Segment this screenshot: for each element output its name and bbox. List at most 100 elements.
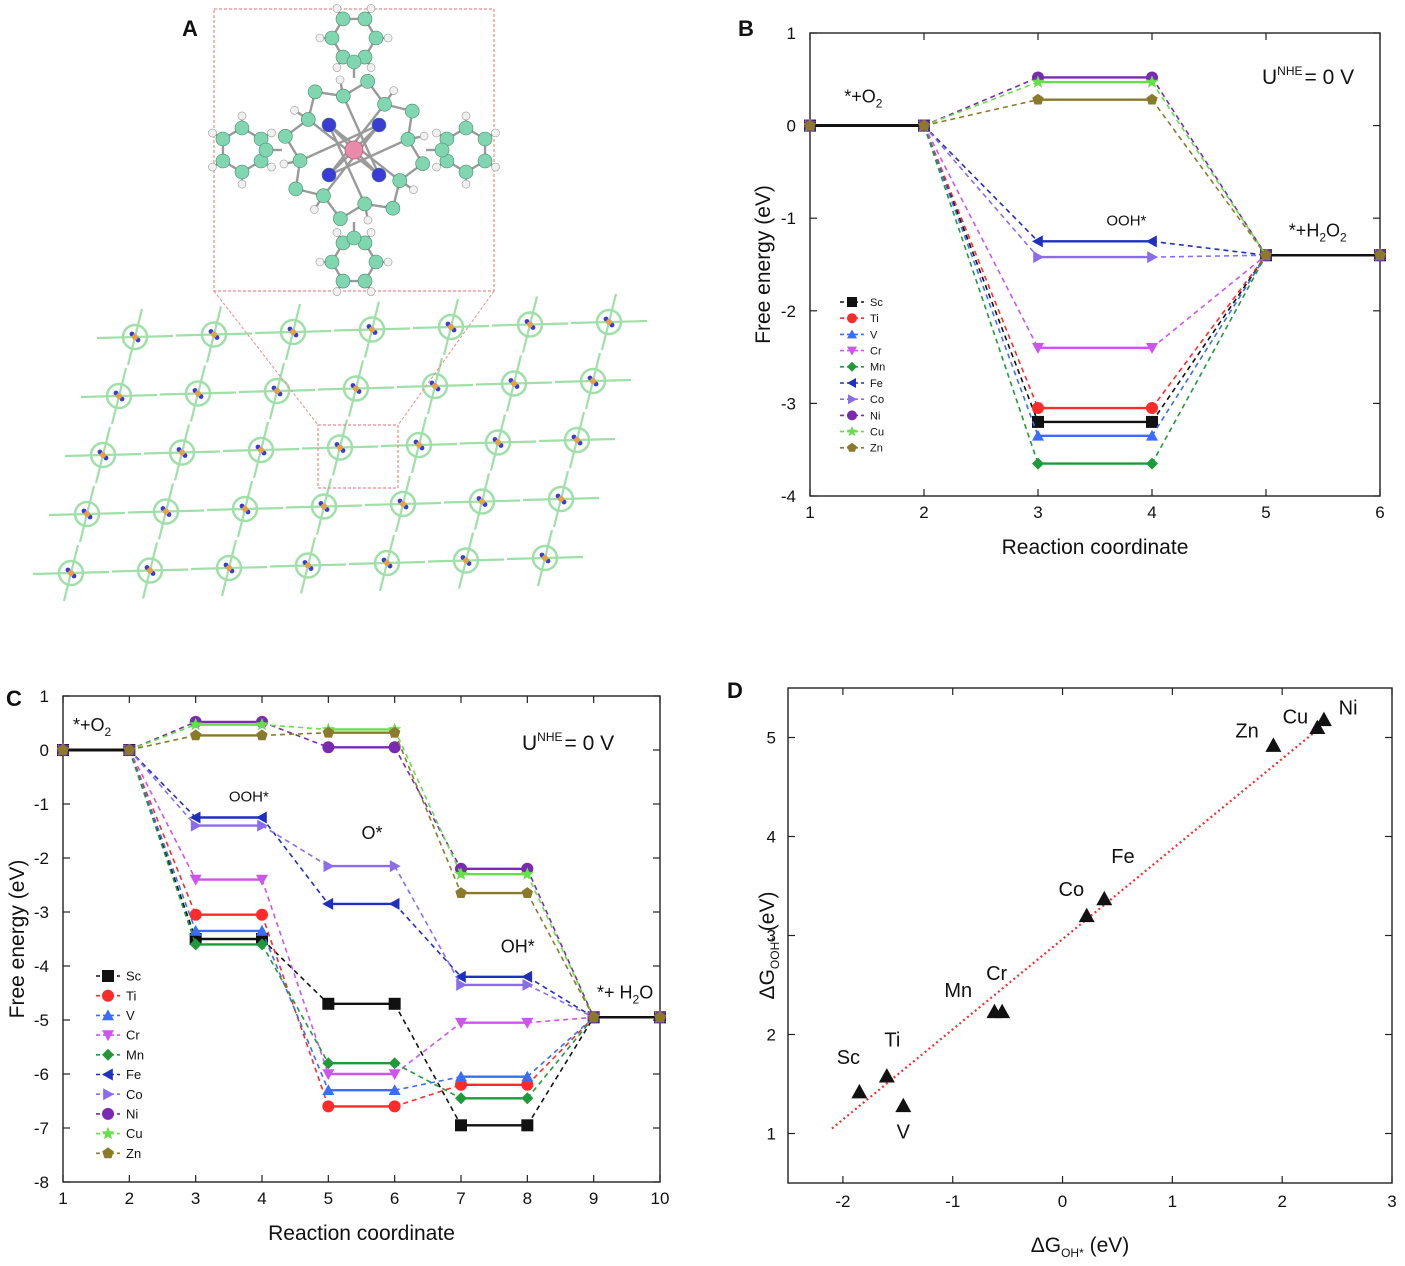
data-point-Cu — [1031, 75, 1045, 88]
series-Mn — [57, 744, 666, 1105]
series-segment-Sc — [128, 749, 197, 940]
data-point-Cu — [189, 717, 203, 731]
y-tick-label: 5 — [767, 729, 776, 748]
lattice-unit — [48, 485, 126, 543]
point-label-Co: Co — [1059, 879, 1085, 901]
point-label-Cr: Cr — [986, 963, 1007, 985]
series-segment-Cu — [1151, 81, 1267, 256]
legend-label-Cu: Cu — [126, 1126, 143, 1141]
c-atom — [300, 112, 316, 127]
porphyrin-ring — [57, 559, 85, 587]
h-atom — [366, 287, 376, 296]
data-point-Cu — [520, 867, 534, 880]
legend-marker-Cu — [846, 425, 858, 437]
point-label-Fe: Fe — [1111, 846, 1134, 868]
data-point-Mn — [1032, 457, 1044, 470]
metal-atom — [527, 321, 533, 328]
x-axis-label: ΔGOH* (eV) — [1031, 1234, 1130, 1260]
lattice-unit — [64, 426, 142, 484]
annotation-sub2: 2 — [1340, 231, 1347, 245]
c-atom — [400, 131, 416, 147]
legend-marker-V — [847, 329, 857, 339]
lattice-unit — [538, 411, 616, 469]
data-point-Cu — [255, 717, 269, 731]
porphyrin-ring — [247, 436, 275, 464]
data-point-Fe — [1032, 235, 1043, 248]
scatter-point-Sc — [851, 1083, 868, 1099]
y-tick-label: -8 — [34, 1173, 49, 1192]
x-tick-label: 3 — [191, 1189, 200, 1208]
legend-label-V: V — [126, 1008, 135, 1023]
legend-label-Ti: Ti — [870, 313, 879, 325]
h-atom — [491, 162, 500, 172]
x-tick-label: 1 — [805, 503, 814, 522]
legend-marker-Sc — [102, 970, 114, 982]
legend: Sc Ti V Cr Mn Fe Co Ni Cu Zn — [840, 297, 885, 455]
data-point-V — [521, 1070, 534, 1082]
data-point-Fe — [388, 897, 400, 910]
data-point-Fe — [322, 897, 334, 910]
series-segment-Ni — [393, 746, 462, 870]
lattice-unit — [222, 421, 300, 479]
series-segment-Ti — [923, 125, 1039, 409]
annotation-sub: 2 — [633, 992, 640, 1006]
series-segment-Fe — [394, 903, 462, 978]
c-atom — [360, 74, 375, 89]
h-atom — [366, 63, 376, 72]
state-annotation: *+ H2O — [597, 982, 653, 1006]
porphyrin-ring — [310, 493, 338, 520]
c-atom — [324, 30, 340, 46]
x-axis-label: Reaction coordinate — [268, 1222, 455, 1245]
c-atom — [335, 88, 351, 104]
series-segment-Mn — [1151, 254, 1267, 464]
porphyrin-ring — [547, 485, 575, 513]
y-tick-label: 3 — [767, 927, 776, 946]
metal-atom — [68, 570, 74, 576]
c-atom — [357, 273, 373, 289]
panel-d-label: D — [727, 678, 743, 703]
legend-label-Fe: Fe — [870, 378, 883, 390]
state-annotation: OOH* — [1106, 213, 1146, 230]
porphyrin-ring — [168, 439, 196, 466]
series-segment-Sc — [261, 938, 329, 1005]
porphyrin-ring — [121, 323, 149, 351]
y-axis-label: ΔGOOH* (eV) — [756, 892, 782, 1000]
series-Sc — [804, 119, 1386, 428]
h-atom — [409, 185, 418, 195]
y-tick-label: -7 — [34, 1119, 49, 1138]
data-point-Zn — [455, 887, 467, 898]
series-segment-Zn — [261, 731, 329, 737]
series-segment-Cu — [923, 81, 1039, 127]
legend-marker-Ni — [102, 1107, 114, 1120]
lattice-unit — [127, 483, 205, 540]
data-point-V — [388, 1084, 401, 1095]
data-point-Zn — [256, 729, 268, 741]
lattice-unit — [269, 537, 347, 594]
h-atom — [267, 162, 276, 172]
legend-label-Cr: Cr — [126, 1028, 140, 1043]
y-tick-label: 2 — [767, 1026, 776, 1045]
data-point-Ti — [189, 908, 202, 921]
series-segment-Fe — [923, 125, 1039, 242]
h-atom — [461, 179, 471, 189]
data-point-Sc — [1146, 415, 1158, 428]
porphyrin-ring — [89, 441, 117, 469]
y-axis-label: Free energy (eV) — [752, 185, 775, 344]
data-point-Ti — [1032, 402, 1044, 415]
series-segment-Co — [393, 865, 462, 986]
chart-b: 1 2 3 4 5 6 -4 -3 -2 -1 0 1 Reaction coordinate Free … — [752, 24, 1387, 559]
scatter-point-Cu — [1309, 719, 1326, 734]
y-tick-label: -1 — [34, 795, 49, 814]
data-point-Mn — [521, 1092, 534, 1105]
data-point-Mn — [256, 938, 268, 951]
data-point-Co — [522, 978, 534, 991]
data-point-Cr — [455, 1017, 467, 1029]
data-point-V — [256, 924, 268, 936]
legend-marker-Ti — [847, 313, 857, 324]
x-tick-label: 3 — [1033, 503, 1042, 522]
series-segment-Ti — [1151, 254, 1267, 409]
metal-atom — [258, 447, 264, 453]
porphyrin-ring — [105, 382, 133, 410]
y-tick-label: -3 — [781, 394, 796, 413]
annotation-text: *+O — [73, 715, 105, 735]
